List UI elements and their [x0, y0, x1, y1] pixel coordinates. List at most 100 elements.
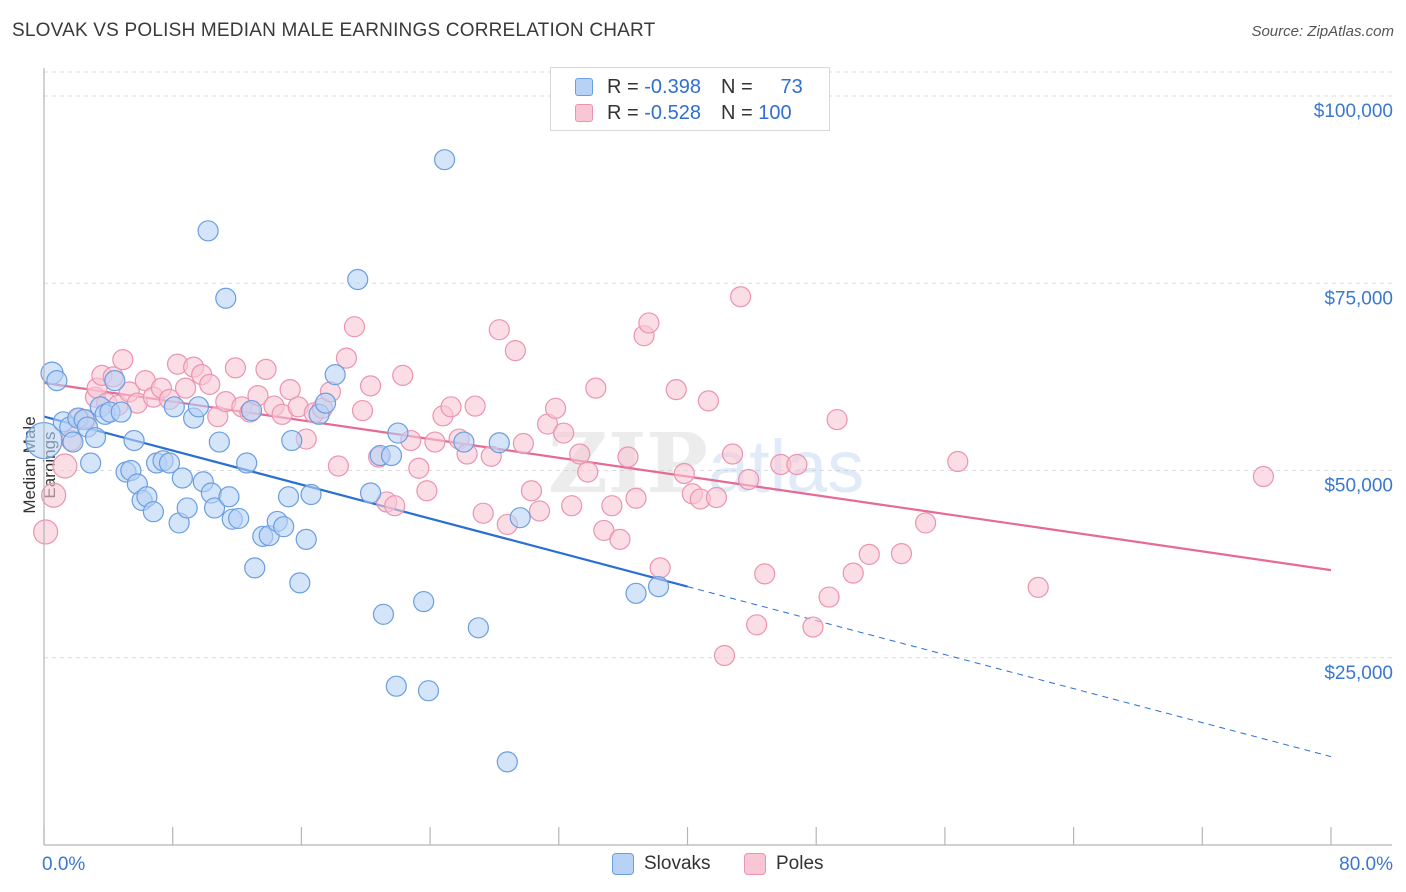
slovaks-point: [244, 557, 266, 579]
slovaks-point: [218, 486, 240, 508]
legend-row-slovaks: R = -0.398 N = 73: [575, 75, 803, 99]
slovaks-point: [413, 590, 435, 613]
poles-point: [569, 443, 591, 465]
legend-row-poles: R = -0.528 N = 100: [575, 101, 792, 125]
poles-point: [890, 543, 913, 565]
poles-point: [512, 432, 535, 455]
slovaks-point: [277, 486, 300, 508]
poles-point: [199, 373, 221, 395]
x-tick-label-right: 80.0%: [1339, 854, 1393, 875]
slovaks-point: [387, 422, 409, 444]
slovaks-point: [347, 268, 369, 291]
poles-point: [472, 502, 494, 524]
slovaks-point: [80, 452, 102, 474]
poles-point: [255, 358, 277, 380]
poles-point: [343, 316, 366, 338]
poles-legend-label: Poles: [776, 853, 824, 874]
poles-point: [33, 519, 59, 545]
poles-point: [112, 349, 134, 371]
poles-swatch: [575, 104, 593, 122]
slovaks-points: [25, 149, 670, 773]
poles-point: [416, 480, 438, 502]
slovaks-point: [372, 603, 395, 625]
poles-point: [617, 446, 639, 468]
r-label: R =: [607, 75, 639, 98]
poles-point: [947, 450, 969, 473]
slovaks-point: [509, 507, 531, 529]
slovaks-point: [110, 401, 132, 423]
poles-point: [721, 443, 744, 465]
slovaks-point: [314, 392, 337, 414]
poles-point: [818, 586, 840, 608]
source-label: Source: ZipAtlas.com: [1251, 23, 1394, 40]
legend-item-poles[interactable]: Poles: [744, 851, 824, 877]
poles-point: [665, 379, 687, 401]
poles-point: [625, 487, 647, 509]
poles-point: [359, 375, 382, 397]
poles-point: [392, 364, 414, 386]
y-tick-label: $100,000: [1314, 101, 1393, 122]
x-tick-label-left: 0.0%: [42, 854, 85, 875]
axes: $25,000 $50,000 $75,000 $100,000 0.0% 80.0%: [42, 68, 1393, 875]
poles-point: [464, 395, 486, 417]
slovaks-point: [228, 507, 250, 530]
slovaks-point: [324, 364, 346, 386]
poles-point: [577, 461, 599, 483]
poles-point: [786, 453, 808, 476]
poles-point: [52, 453, 78, 479]
poles-point: [41, 482, 67, 508]
poles-point: [746, 614, 768, 636]
slovaks-point: [236, 452, 258, 474]
poles-point: [713, 644, 736, 667]
slovaks-legend-swatch: [612, 853, 634, 875]
poles-point: [826, 408, 848, 431]
legend-item-slovaks[interactable]: Slovaks: [612, 851, 711, 877]
slovaks-point: [295, 528, 317, 551]
slovaks-point: [417, 680, 440, 702]
poles-point: [561, 495, 583, 517]
poles-point: [858, 543, 880, 565]
poles-points: [33, 286, 1275, 667]
slovaks-point: [488, 432, 510, 454]
slovaks-point: [281, 429, 303, 452]
slovaks-point: [385, 675, 407, 697]
n-label: N =: [720, 101, 753, 124]
poles-point: [440, 396, 462, 418]
slovaks-point: [467, 617, 489, 639]
correlation-legend: R = -0.398 N = 73 R = -0.528 N = 100: [550, 67, 830, 131]
n-value-slovaks: 73: [780, 75, 803, 98]
poles-point: [224, 357, 247, 379]
poles-point: [649, 557, 671, 579]
poles-point: [638, 312, 660, 334]
poles-point: [408, 457, 430, 479]
slovaks-point: [163, 396, 185, 418]
poles-point: [914, 512, 937, 534]
poles-point: [609, 528, 631, 551]
poles-point: [754, 563, 776, 585]
slovaks-point: [123, 429, 145, 452]
chart-title: SLOVAK VS POLISH MEDIAN MALE EARNINGS CO…: [12, 20, 656, 41]
poles-point: [351, 399, 374, 422]
y-tick-label: $50,000: [1324, 476, 1393, 497]
poles-point: [601, 495, 623, 517]
poles-point: [842, 562, 864, 584]
slovaks-legend-label: Slovaks: [644, 853, 711, 874]
poles-point: [520, 480, 543, 502]
slovaks-point: [203, 497, 226, 519]
poles-point: [335, 347, 358, 369]
poles-point: [279, 379, 301, 401]
slovaks-point: [625, 582, 647, 604]
slovaks-point: [647, 575, 670, 598]
slovaks-point: [215, 287, 237, 309]
slovaks-point: [62, 431, 84, 453]
slovaks-point: [300, 483, 322, 506]
slovaks-point: [433, 149, 456, 171]
r-value-slovaks: -0.398: [644, 75, 701, 98]
slovaks-point: [171, 467, 193, 489]
slovaks-point: [208, 431, 230, 453]
slovaks-point: [158, 452, 181, 474]
slovaks-point: [273, 516, 295, 538]
y-tick-label: $25,000: [1324, 663, 1393, 684]
poles-point: [327, 455, 350, 477]
